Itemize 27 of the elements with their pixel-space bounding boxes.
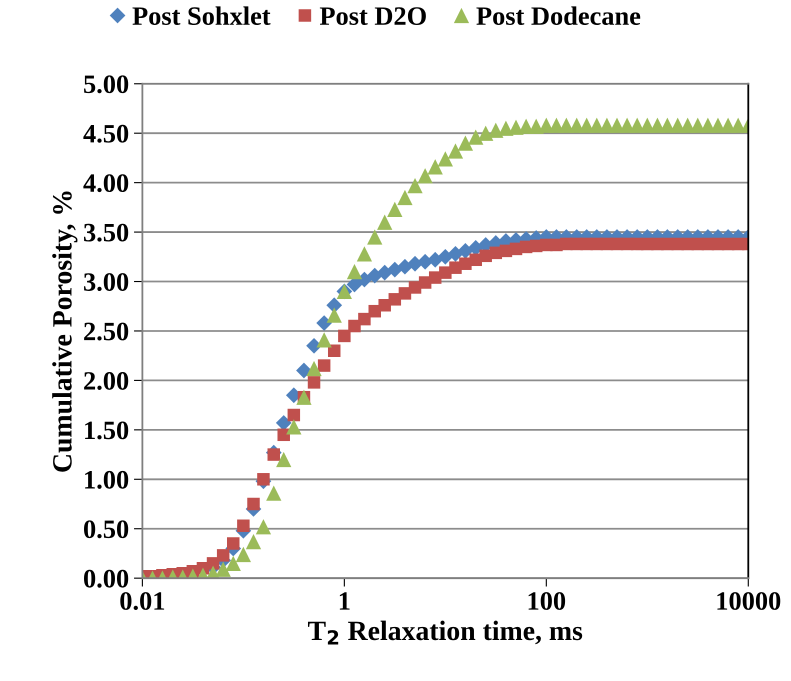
- y-tick-label: 5.00: [84, 75, 128, 94]
- point: [316, 315, 332, 331]
- point: [366, 268, 383, 284]
- x-tick-label: 1: [340, 592, 350, 610]
- y-tick-label: 1.00: [85, 470, 128, 489]
- point: [376, 264, 393, 280]
- y-axis-title: Cumulative Porosity, %: [52, 191, 78, 472]
- y-tick-label: 1.50: [85, 421, 128, 440]
- point: [296, 362, 312, 378]
- point: [386, 262, 403, 278]
- y-tick-label: 0.00: [84, 570, 128, 588]
- y-tick-label: 2.50: [84, 322, 128, 340]
- x-tick-label: 0.01: [120, 592, 164, 610]
- legend-label: Post D2O: [320, 7, 426, 25]
- y-tick-label: 2.00: [84, 372, 128, 390]
- legend-label: Post Sohxlet: [132, 6, 270, 25]
- x-tick-label: 100: [528, 592, 566, 610]
- x-tick-label: 10000: [717, 592, 780, 610]
- y-tick-label: 3.50: [84, 224, 128, 242]
- y-tick-label: 3.00: [84, 273, 128, 292]
- x-axis-title: T$_{2}$ Relaxation time, ms: [308, 620, 582, 645]
- legend-label: Post Dodecane: [476, 6, 640, 25]
- point: [448, 246, 464, 262]
- y-tick-label: 0.50: [84, 520, 128, 538]
- y-tick-label: 4.00: [83, 174, 128, 192]
- y-tick-label: 4.50: [83, 124, 128, 143]
- point: [276, 415, 292, 431]
